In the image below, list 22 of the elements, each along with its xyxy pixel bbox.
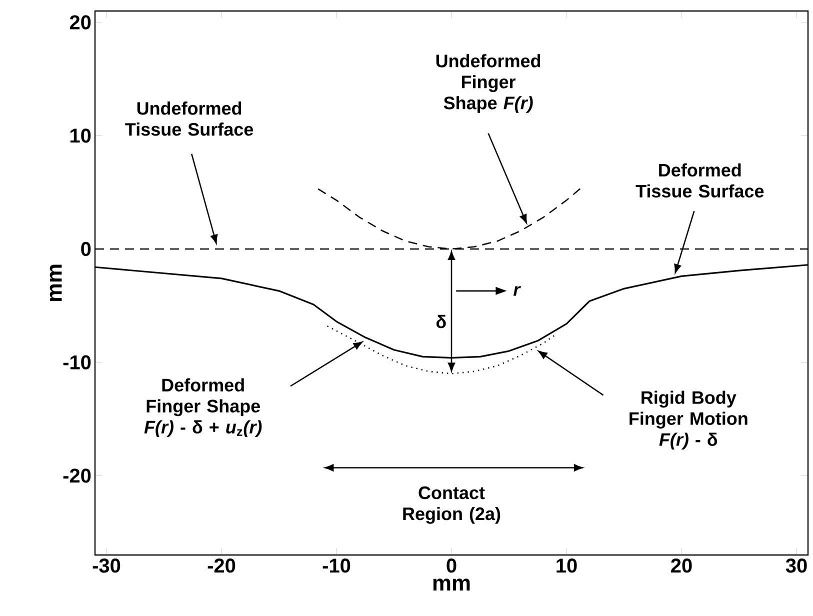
x-tick-label: -10 [322,558,350,573]
x-tick-label: -30 [92,558,120,573]
x-tick-label: 20 [671,558,692,573]
annotation: Deformed Finger Shape F(r) - δ + u$_{z}$(r) [144,378,262,438]
annotation: Rigid Body Finger Motion F(r) - δ [630,390,748,450]
annotation: r [513,286,521,296]
annotation: Contact Region (2a) [403,486,500,524]
x-tick-label: 30 [786,558,807,573]
y-tick-label: 10 [70,128,91,143]
x-tick-label: -20 [208,558,236,573]
y-axis-title: mm [50,264,62,302]
y-tick-label: -20 [63,468,91,483]
annotation: Deformed Tissue Surface [636,163,764,198]
x-tick-label: 0 [446,558,456,573]
x-axis-title: mm [433,578,470,590]
annotation: Undeformed Finger Shape F(r) [436,54,540,113]
annotation: Undeformed Tissue Surface [125,102,254,136]
x-tick-label: 10 [556,558,577,573]
y-tick-label: 20 [70,15,91,30]
y-tick-label: -10 [63,355,91,370]
y-tick-label: 0 [81,242,91,256]
annotation: δ [436,314,446,328]
